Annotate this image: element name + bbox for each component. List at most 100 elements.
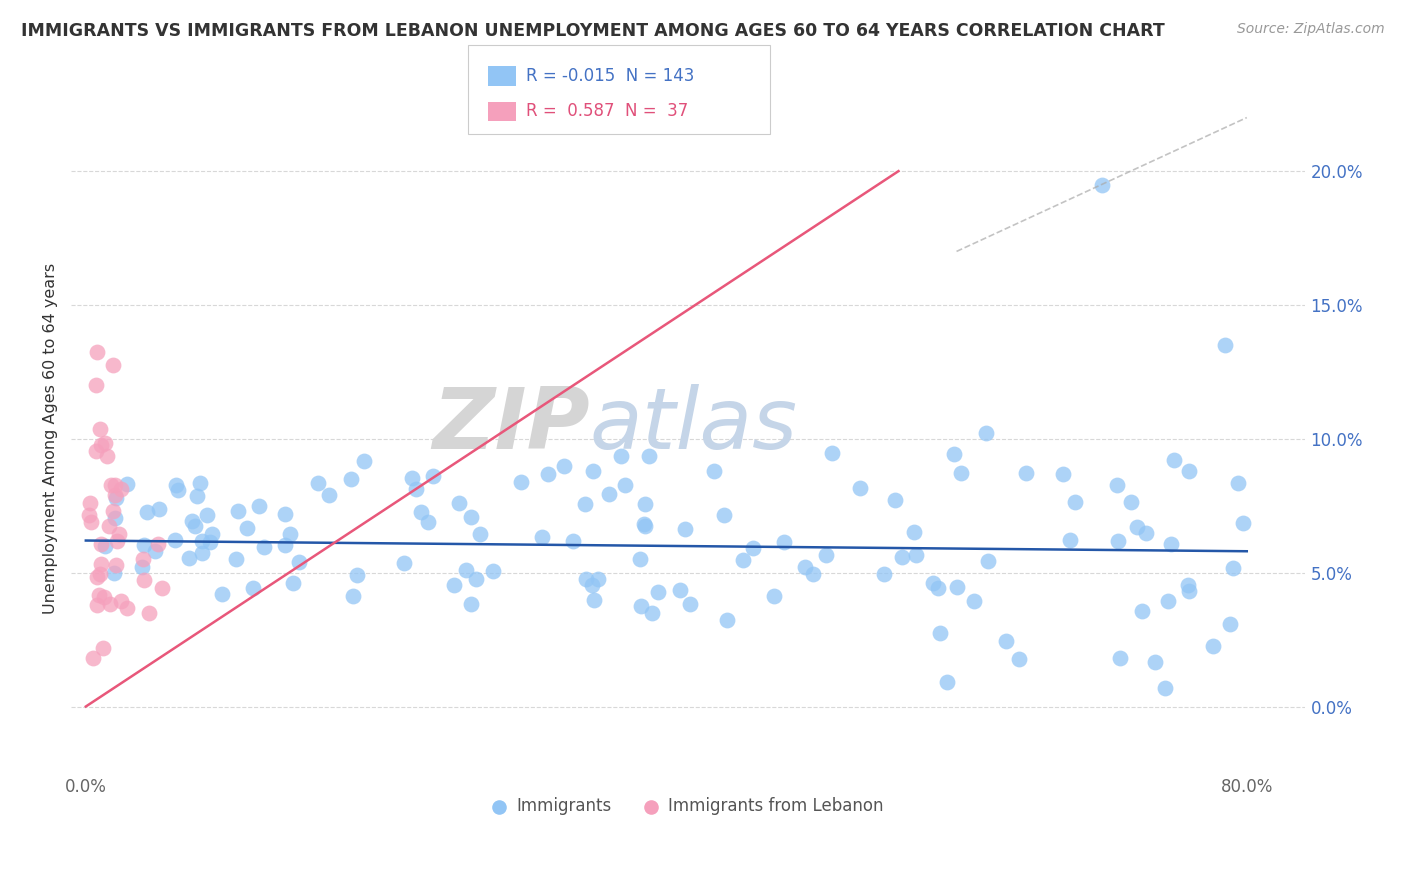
Point (1202, 639, 1225, 653)
Point (510, 475, 533, 489)
Point (561, 533, 583, 548)
Point (283, 576, 305, 591)
Point (342, 590, 364, 604)
Point (588, 572, 610, 586)
Point (84, 377, 107, 392)
Point (94, 436, 117, 450)
Point (633, 516, 655, 531)
Point (110, 483, 132, 497)
Point (465, 572, 488, 586)
Point (86, 598, 108, 612)
Point (1052, 467, 1074, 481)
Point (86, 444, 108, 458)
Point (1105, 478, 1128, 492)
Point (132, 573, 155, 587)
Point (614, 478, 637, 492)
Point (575, 572, 598, 586)
Point (1222, 561, 1244, 575)
Point (104, 511, 127, 525)
Point (132, 552, 155, 566)
Point (1154, 681, 1177, 696)
Point (307, 476, 329, 491)
Point (904, 548, 927, 562)
Point (184, 519, 207, 533)
Text: IMMIGRANTS VS IMMIGRANTS FROM LEBANON UNEMPLOYMENT AMONG AGES 60 TO 64 YEARS COR: IMMIGRANTS VS IMMIGRANTS FROM LEBANON UN… (21, 22, 1164, 40)
Point (104, 488, 127, 502)
Point (150, 581, 173, 595)
Point (163, 533, 186, 547)
Point (821, 446, 844, 460)
Text: Source: ZipAtlas.com: Source: ZipAtlas.com (1237, 22, 1385, 37)
Point (1064, 494, 1087, 508)
Point (731, 553, 754, 567)
Point (90, 537, 112, 551)
Point (146, 537, 169, 551)
Point (422, 468, 444, 483)
Point (1008, 652, 1031, 666)
Point (537, 467, 560, 481)
Point (353, 454, 375, 468)
Point (793, 559, 815, 574)
Point (872, 567, 894, 582)
Point (943, 447, 966, 461)
Point (1227, 475, 1250, 490)
Point (100, 477, 122, 491)
Point (468, 527, 491, 541)
Point (848, 481, 870, 495)
Point (976, 554, 998, 568)
Point (91, 640, 114, 655)
Point (922, 575, 945, 590)
Point (110, 594, 132, 608)
Point (949, 467, 972, 481)
Point (1219, 617, 1241, 632)
Point (346, 567, 368, 582)
Point (274, 507, 297, 521)
Point (79, 515, 101, 529)
Point (673, 522, 696, 536)
Point (93, 590, 115, 604)
Point (79, 495, 101, 509)
Point (936, 675, 959, 690)
Point (228, 504, 250, 518)
Point (679, 597, 702, 611)
Point (104, 478, 127, 492)
Point (772, 534, 794, 549)
Point (247, 499, 270, 513)
Point (115, 601, 138, 615)
Point (94, 539, 117, 553)
Point (117, 477, 139, 491)
Point (191, 534, 214, 549)
Point (186, 490, 208, 504)
Point (242, 581, 264, 595)
Point (143, 544, 166, 558)
Point (903, 525, 925, 540)
Point (1156, 594, 1178, 608)
Point (1177, 578, 1199, 592)
Point (401, 471, 423, 485)
Point (107, 527, 129, 541)
Point (90, 557, 112, 571)
Point (1130, 604, 1153, 618)
Point (105, 558, 128, 572)
Point (148, 501, 170, 516)
Point (87, 588, 110, 602)
Point (1163, 453, 1185, 467)
Point (1107, 534, 1129, 549)
Point (581, 464, 603, 478)
Y-axis label: Unemployment Among Ages 60 to 64 years: Unemployment Among Ages 60 to 64 years (44, 263, 58, 615)
Point (741, 541, 763, 555)
Point (405, 482, 427, 496)
Point (974, 426, 997, 441)
Point (574, 497, 596, 511)
Point (640, 606, 662, 620)
Point (1109, 651, 1132, 665)
Point (89, 566, 111, 581)
Point (1015, 467, 1038, 481)
Point (89, 422, 111, 436)
Point (1143, 656, 1166, 670)
Point (274, 539, 297, 553)
Point (201, 526, 224, 541)
Point (236, 521, 259, 535)
Point (138, 606, 160, 620)
Point (891, 549, 914, 564)
